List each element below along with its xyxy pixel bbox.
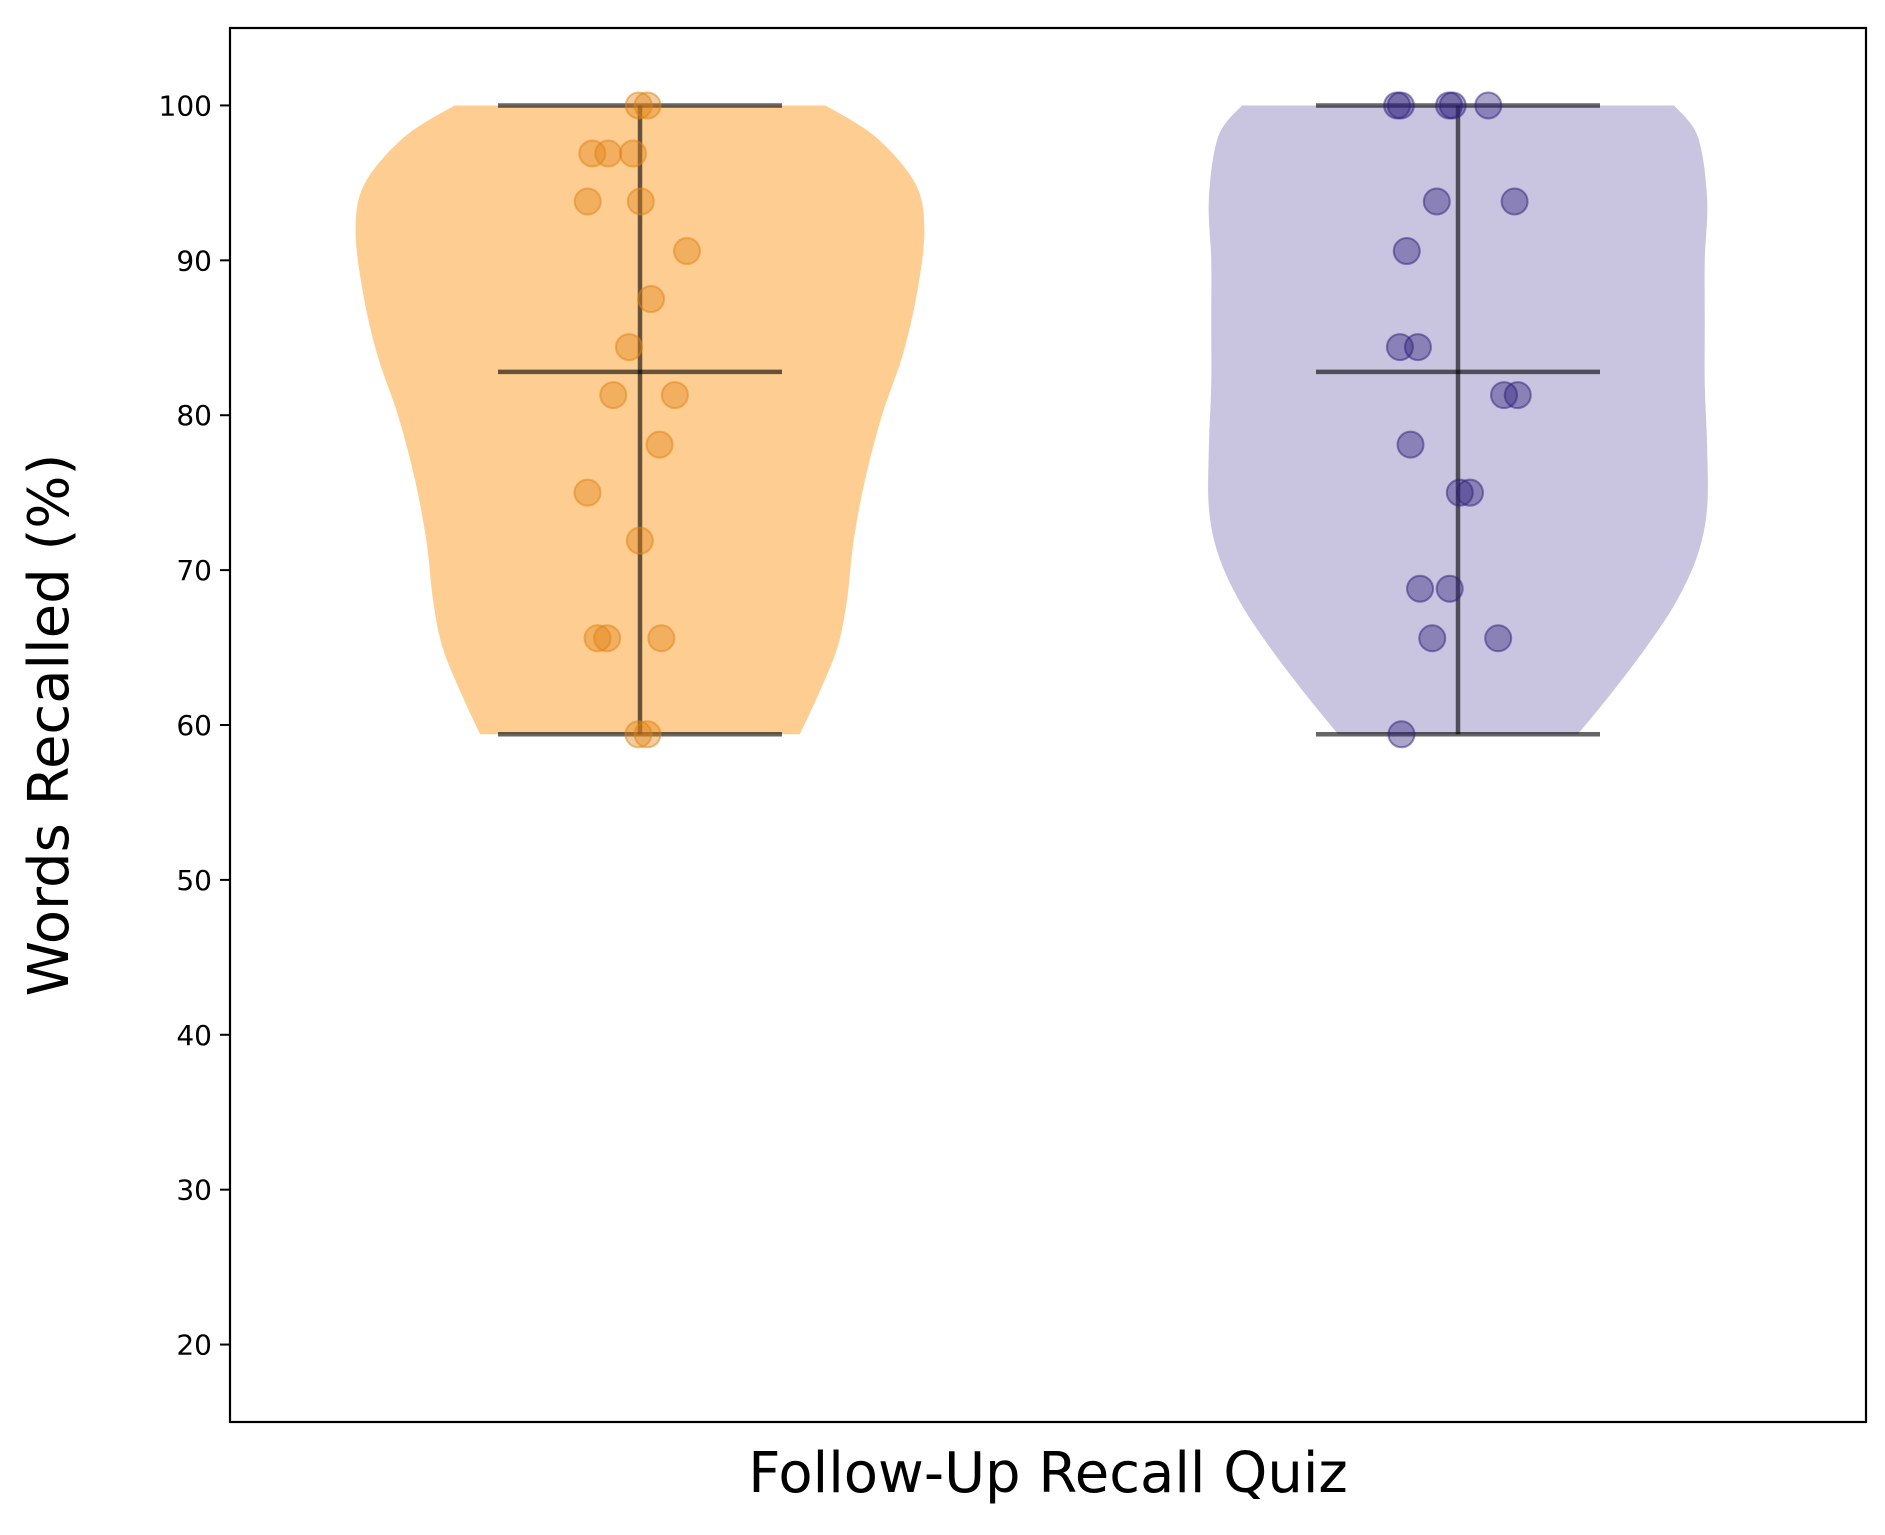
y-tick-label: 100 bbox=[159, 89, 212, 122]
data-point bbox=[618, 139, 647, 168]
whisker-lines bbox=[498, 103, 1600, 737]
data-point bbox=[1418, 624, 1447, 653]
y-tick-label: 50 bbox=[176, 864, 212, 897]
y-tick-label: 20 bbox=[176, 1329, 212, 1362]
y-tick-label: 30 bbox=[176, 1174, 212, 1207]
y-tick-label: 60 bbox=[176, 709, 212, 742]
data-point bbox=[1396, 430, 1425, 459]
data-point bbox=[647, 624, 676, 653]
data-point bbox=[624, 91, 653, 120]
data-point bbox=[626, 187, 655, 216]
data-point bbox=[593, 624, 622, 653]
data-point bbox=[1387, 720, 1416, 749]
data-point bbox=[1392, 237, 1421, 266]
y-tick-label: 90 bbox=[176, 244, 212, 277]
data-point bbox=[633, 91, 662, 120]
data-point bbox=[578, 139, 607, 168]
data-point bbox=[633, 720, 662, 749]
data-point bbox=[1422, 187, 1451, 216]
y-tick-label: 70 bbox=[176, 554, 212, 587]
data-point bbox=[1484, 624, 1513, 653]
data-point bbox=[1445, 478, 1474, 507]
data-point bbox=[672, 237, 701, 266]
data-point bbox=[1406, 574, 1435, 603]
data-point bbox=[1386, 91, 1415, 120]
data-point bbox=[594, 139, 623, 168]
data-point bbox=[583, 624, 612, 653]
data-point bbox=[1474, 91, 1503, 120]
data-point bbox=[1435, 574, 1464, 603]
data-points bbox=[573, 91, 1532, 749]
data-point bbox=[1403, 333, 1432, 362]
data-point bbox=[625, 526, 654, 555]
data-point bbox=[1455, 478, 1484, 507]
data-point bbox=[645, 430, 674, 459]
data-point bbox=[573, 478, 602, 507]
data-point bbox=[1503, 381, 1532, 410]
y-axis-ticks: 20 30 40 50 60 70 80 90 100 bbox=[159, 89, 230, 1362]
data-point bbox=[599, 381, 628, 410]
data-point bbox=[1438, 91, 1467, 120]
data-point bbox=[1500, 187, 1529, 216]
y-tick-label: 40 bbox=[176, 1019, 212, 1052]
data-point bbox=[637, 285, 666, 314]
data-point bbox=[573, 187, 602, 216]
data-point bbox=[660, 381, 689, 410]
x-axis-label: Follow-Up Recall Quiz bbox=[748, 1441, 1348, 1506]
y-tick-label: 80 bbox=[176, 399, 212, 432]
y-axis-label: Words Recalled (%) bbox=[17, 454, 82, 997]
data-point bbox=[624, 720, 653, 749]
data-point bbox=[614, 333, 643, 362]
